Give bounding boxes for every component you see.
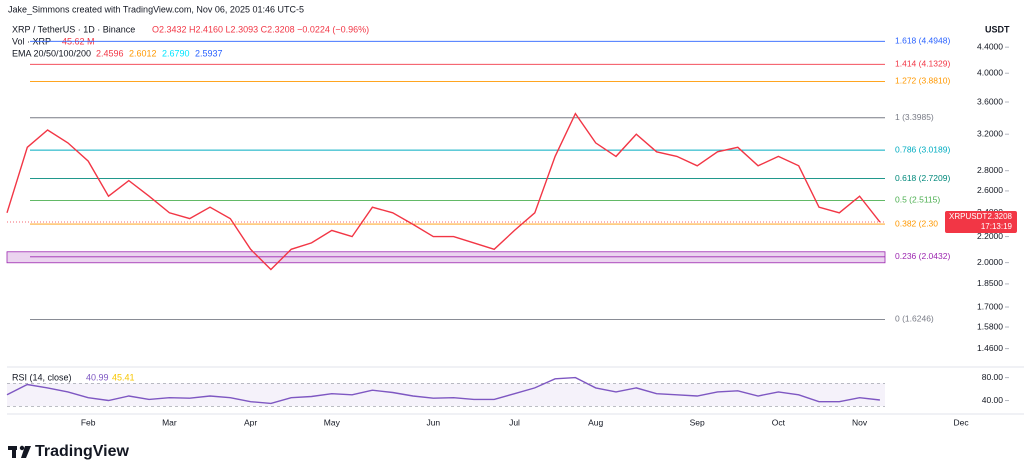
y-tick-label: 2.6000 — [977, 185, 1003, 195]
ema-value: 2.5937 — [195, 48, 223, 58]
x-tick-label: May — [324, 417, 341, 427]
y-tick-label: 1.7000 — [977, 301, 1003, 311]
fib-label: 0 (1.6246) — [895, 314, 934, 324]
y-tick-label: 4.0000 — [977, 67, 1003, 77]
x-tick-label: Mar — [162, 417, 177, 427]
logo-icon — [19, 445, 25, 451]
fib-label: 0.236 (2.0432) — [895, 251, 950, 261]
y-tick-label: 3.6000 — [977, 96, 1003, 106]
price-tag-symbol: XRPUSDT — [949, 212, 987, 221]
ema-value: 2.6790 — [162, 48, 190, 58]
fib-label: 1 (3.3985) — [895, 112, 934, 122]
fib-label: 0.382 (2.30 — [895, 218, 938, 228]
series-line — [6, 112, 881, 271]
ema-label: EMA 20/50/100/200 — [12, 48, 91, 58]
currency: USDT — [985, 24, 1010, 34]
rsi-reading: 45.41 — [112, 372, 135, 382]
fib-label: 0.5 (2.5115) — [895, 195, 940, 205]
series-line — [6, 376, 880, 405]
x-tick-label: Sep — [690, 417, 705, 427]
price-tag-countdown: 17:13:19 — [981, 222, 1013, 231]
y-tick-label: 4.4000 — [977, 41, 1003, 51]
y-tick-label: 2.8000 — [977, 165, 1003, 175]
logo: TradingView — [8, 443, 130, 460]
fib-label: 1.618 (4.4948) — [895, 36, 950, 46]
logo-icon — [12, 446, 16, 458]
rsi-band — [7, 383, 885, 407]
x-tick-label: Apr — [244, 417, 257, 427]
fib-label: 0.786 (3.0189) — [895, 144, 950, 154]
ema-value: 2.6012 — [129, 48, 157, 58]
symbol: XRP / TetherUS · 1D · Binance — [12, 24, 135, 34]
y-tick-label: 2.2000 — [977, 231, 1003, 241]
y-tick-label: 3.2000 — [977, 128, 1003, 138]
fib-zone — [6, 251, 886, 264]
ohlc: O2.3432 H2.4160 L2.3093 C2.3208 −0.0224 … — [152, 24, 369, 34]
y-tick-label: 2.0000 — [977, 257, 1003, 267]
x-tick-label: Jun — [426, 417, 440, 427]
y-tick-label: 1.4600 — [977, 343, 1003, 353]
logo-text: TradingView — [35, 443, 130, 460]
fib-label: 1.414 (4.1329) — [895, 59, 950, 69]
y-tick-label: 80.00 — [982, 372, 1004, 382]
x-tick-label: Dec — [954, 417, 970, 427]
rsi-title: RSI (14, close) — [12, 372, 72, 382]
y-tick-label: 1.8500 — [977, 278, 1003, 288]
x-tick-label: Aug — [588, 417, 603, 427]
x-tick-label: Feb — [81, 417, 96, 427]
fib-label: 1.272 (3.8810) — [895, 76, 950, 86]
x-tick-label: Nov — [852, 417, 868, 427]
fib-label: 0.618 (2.7209) — [895, 173, 950, 183]
rsi-reading: 40.99 — [86, 372, 109, 382]
x-tick-label: Jul — [509, 417, 520, 427]
y-tick-label: 1.5800 — [977, 321, 1003, 331]
ema-value: 2.4596 — [96, 48, 124, 58]
attribution: Jake_Simmons created with TradingView.co… — [8, 4, 304, 14]
logo-icon — [21, 446, 31, 458]
price-tag-value: 2.3208 — [988, 212, 1013, 221]
y-tick-label: 40.00 — [982, 395, 1004, 405]
x-tick-label: Oct — [772, 417, 786, 427]
price-tag — [945, 210, 1017, 233]
